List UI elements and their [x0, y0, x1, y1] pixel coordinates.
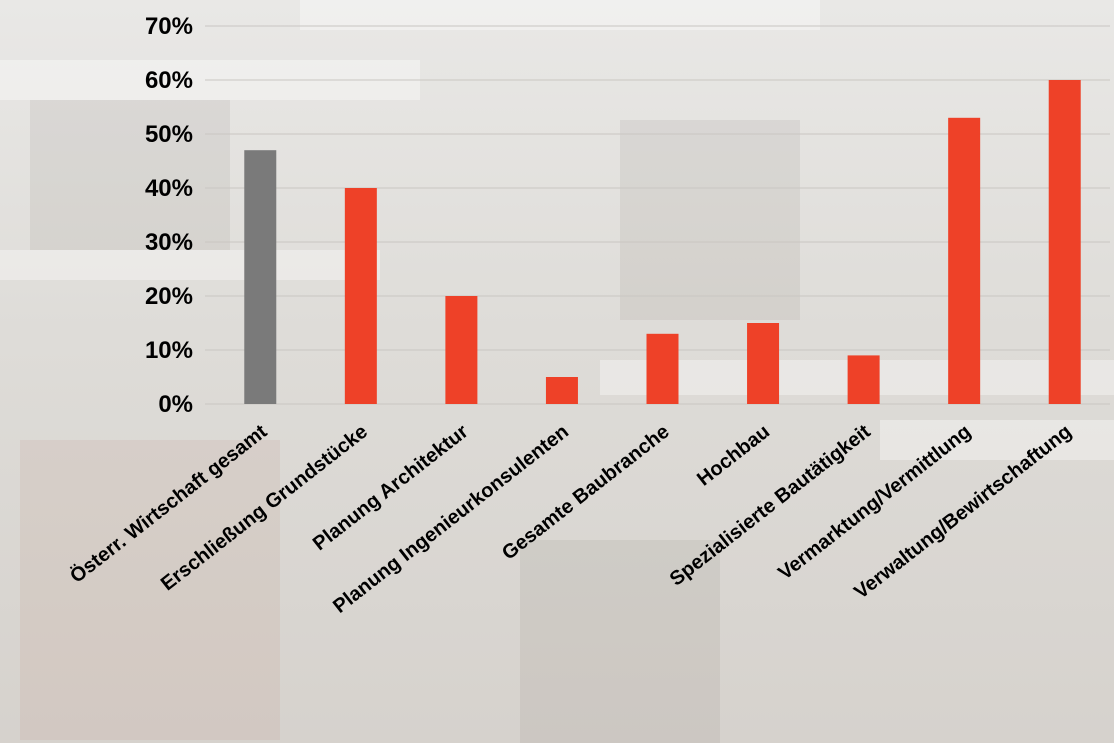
bars: [244, 80, 1081, 405]
x-tick-label: Verwaltung/Bewirtschaftung: [850, 421, 1075, 604]
bg-facade: [20, 440, 280, 740]
y-tick-label: 0%: [158, 391, 193, 418]
bg-window: [520, 540, 720, 743]
bar: [646, 333, 679, 404]
y-tick-label: 20%: [145, 283, 193, 310]
x-tick-label: Spezialisierte Bautätigkeit: [666, 420, 875, 590]
bar: [747, 323, 780, 404]
y-axis-ticks: 0% 10% 20% 30% 40% 50% 60% 70%: [145, 13, 193, 418]
x-tick-label: Hochbau: [693, 421, 774, 491]
y-tick-label: 70%: [145, 13, 193, 40]
bar: [948, 117, 981, 405]
x-tick-label: Österr. Wirtschaft gesamt: [66, 420, 272, 588]
y-tick-label: 10%: [145, 337, 193, 364]
bar: [847, 355, 880, 404]
x-tick-label: Erschließung Grundstücke: [157, 421, 372, 596]
y-tick-label: 30%: [145, 229, 193, 256]
y-tick-label: 60%: [145, 67, 193, 94]
x-tick-label: Vermarktung/Vermittlung: [774, 421, 975, 585]
bg-window: [30, 100, 230, 250]
bar: [445, 296, 478, 404]
bg-balcony: [0, 250, 380, 280]
bar: [344, 188, 377, 404]
bar: [244, 150, 277, 404]
bg-window: [620, 120, 800, 320]
x-tick-label: Gesamte Baubranche: [498, 421, 674, 565]
bg-balcony: [880, 420, 1114, 460]
bar: [1048, 80, 1081, 404]
bar: [545, 377, 578, 404]
y-tick-label: 50%: [145, 121, 193, 148]
bg-balcony: [300, 0, 820, 30]
y-tick-label: 40%: [145, 175, 193, 202]
